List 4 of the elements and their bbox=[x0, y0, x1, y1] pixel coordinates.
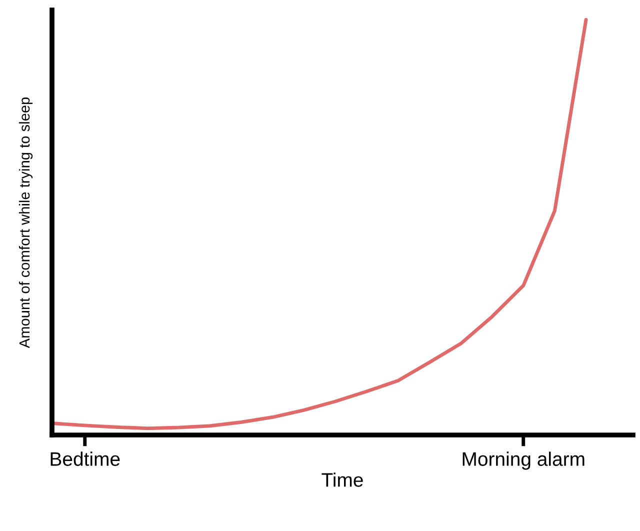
x-tick-label: Bedtime bbox=[50, 452, 120, 466]
x-tick-label: Morning alarm bbox=[462, 452, 584, 470]
x-axis-title: Time bbox=[322, 472, 363, 487]
y-axis-title: Amount of comfort while trying to sleep bbox=[18, 97, 33, 348]
